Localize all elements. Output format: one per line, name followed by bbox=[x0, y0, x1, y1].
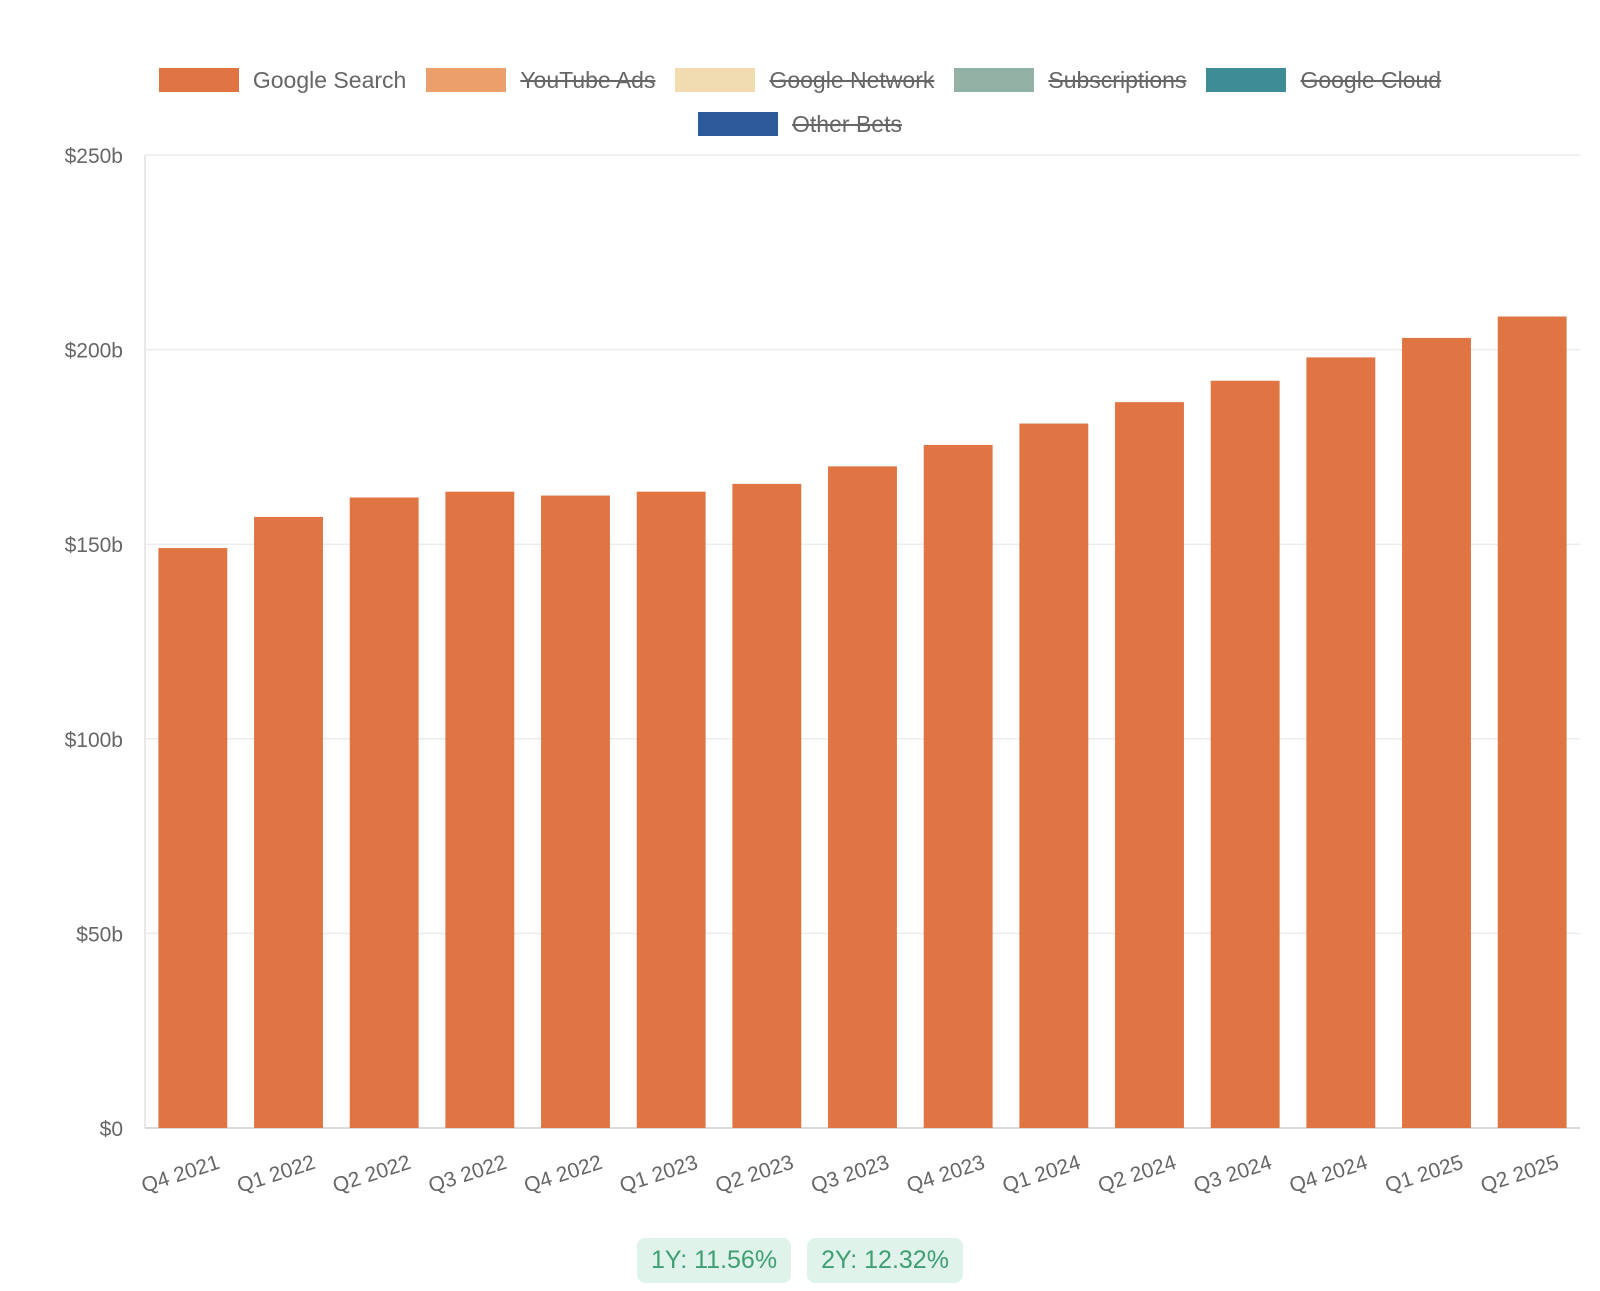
y-tick-label: $150b bbox=[65, 534, 123, 557]
legend-label: Other Bets bbox=[792, 110, 902, 137]
x-tick-label: Q4 2022 bbox=[521, 1151, 605, 1198]
legend-label: Google Cloud bbox=[1300, 66, 1442, 93]
bar bbox=[254, 516, 323, 1128]
legend-item[interactable]: Other Bets bbox=[698, 111, 902, 138]
legend-item[interactable]: YouTube Ads bbox=[426, 67, 655, 94]
bar bbox=[445, 491, 515, 1129]
bar bbox=[1497, 316, 1567, 1128]
legend-item[interactable]: Subscriptions bbox=[954, 67, 1186, 94]
legend-label: Google Network bbox=[769, 66, 935, 93]
legend-label: Subscriptions bbox=[1048, 66, 1187, 93]
bar bbox=[158, 548, 228, 1128]
legend-swatch bbox=[954, 68, 1035, 92]
x-tick-label: Q3 2023 bbox=[808, 1151, 892, 1198]
x-tick-label: Q4 2021 bbox=[139, 1151, 223, 1198]
x-tick-label: Q1 2023 bbox=[617, 1151, 701, 1198]
legend-swatch bbox=[1206, 68, 1287, 92]
y-tick-label: $100b bbox=[65, 729, 123, 752]
chart-legend: Google Search YouTube Ads Google Network Su… bbox=[0, 58, 1600, 146]
x-tick-label: Q1 2024 bbox=[1000, 1151, 1084, 1198]
growth-2y-badge: 2Y: 12.32% bbox=[807, 1238, 963, 1283]
legend-swatch bbox=[675, 68, 756, 92]
legend-swatch bbox=[698, 112, 779, 136]
bar bbox=[1019, 423, 1089, 1129]
x-tick-label: Q2 2022 bbox=[330, 1151, 414, 1198]
x-tick-label: Q1 2025 bbox=[1382, 1151, 1466, 1198]
bar bbox=[1402, 337, 1471, 1128]
legend-row: Other Bets bbox=[0, 102, 1600, 146]
legend-item[interactable]: Google Cloud bbox=[1206, 67, 1441, 94]
x-tick-label: Q2 2023 bbox=[713, 1151, 797, 1198]
y-tick-label: $250b bbox=[65, 145, 123, 168]
legend-label: YouTube Ads bbox=[520, 66, 656, 93]
legend-swatch bbox=[158, 68, 239, 92]
bar bbox=[828, 466, 897, 1128]
bar bbox=[541, 495, 610, 1128]
bar bbox=[349, 497, 419, 1129]
y-tick-label: $200b bbox=[65, 340, 123, 363]
legend-item[interactable]: Google Search bbox=[158, 66, 407, 94]
x-tick-label: Q2 2024 bbox=[1095, 1151, 1179, 1198]
growth-1y-badge: 1Y: 11.56% bbox=[637, 1238, 792, 1283]
y-tick-label: $0 bbox=[100, 1118, 123, 1141]
y-tick-label: $50b bbox=[76, 923, 123, 946]
bar bbox=[923, 444, 993, 1129]
x-tick-label: Q3 2022 bbox=[426, 1151, 510, 1198]
legend-row: Google Search YouTube Ads Google Network Su… bbox=[0, 58, 1600, 102]
x-tick-label: Q4 2023 bbox=[904, 1151, 988, 1198]
bar bbox=[1115, 402, 1184, 1129]
growth-stats: 1Y: 11.56% 2Y: 12.32% bbox=[0, 1238, 1600, 1283]
legend-item[interactable]: Google Network bbox=[675, 67, 934, 94]
x-tick-label: Q1 2022 bbox=[234, 1151, 318, 1198]
x-tick-label: Q3 2024 bbox=[1191, 1151, 1275, 1198]
legend-label: Google Search bbox=[252, 66, 407, 93]
bar bbox=[1210, 380, 1280, 1129]
bar bbox=[636, 491, 706, 1129]
legend-swatch bbox=[426, 68, 507, 92]
bar bbox=[1306, 357, 1376, 1128]
x-tick-label: Q4 2024 bbox=[1287, 1151, 1371, 1198]
bar bbox=[732, 483, 802, 1128]
x-tick-label: Q2 2025 bbox=[1478, 1151, 1562, 1198]
